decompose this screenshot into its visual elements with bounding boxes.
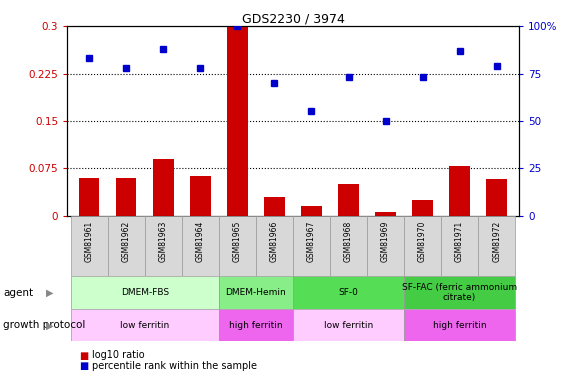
Bar	[256, 216, 293, 276]
Bar	[219, 276, 293, 309]
Bar	[478, 216, 515, 276]
Bar	[145, 216, 182, 276]
Text: ■: ■	[79, 351, 88, 360]
Text: GSM81972: GSM81972	[492, 220, 501, 262]
Text: ▶: ▶	[46, 288, 53, 297]
Text: agent: agent	[3, 288, 33, 297]
Bar	[153, 159, 174, 216]
Bar	[330, 216, 367, 276]
Bar	[108, 216, 145, 276]
Bar	[71, 276, 219, 309]
Text: DMEM-FBS: DMEM-FBS	[121, 288, 169, 297]
Bar	[404, 309, 515, 341]
Text: GSM81963: GSM81963	[159, 220, 168, 262]
Bar	[441, 216, 478, 276]
Bar	[116, 178, 136, 216]
Text: GSM81971: GSM81971	[455, 220, 464, 262]
Bar	[71, 216, 108, 276]
Bar	[182, 216, 219, 276]
Text: growth protocol: growth protocol	[3, 320, 85, 330]
Bar	[79, 178, 100, 216]
Bar	[264, 196, 285, 216]
Text: ■: ■	[79, 361, 88, 370]
Bar	[412, 200, 433, 216]
Text: SF-0: SF-0	[339, 288, 359, 297]
Text: low ferritin: low ferritin	[120, 321, 170, 330]
Text: ▶: ▶	[46, 320, 53, 330]
Bar	[338, 184, 359, 216]
Bar	[293, 276, 404, 309]
Text: GSM81967: GSM81967	[307, 220, 316, 262]
Bar	[227, 26, 248, 216]
Bar	[71, 309, 219, 341]
Bar	[301, 206, 322, 216]
Bar	[190, 177, 210, 216]
Bar	[486, 179, 507, 216]
Bar	[449, 166, 470, 216]
Text: GSM81965: GSM81965	[233, 220, 242, 262]
Text: GSM81970: GSM81970	[418, 220, 427, 262]
Bar	[219, 216, 256, 276]
Text: DMEM-Hemin: DMEM-Hemin	[226, 288, 286, 297]
Text: log10 ratio: log10 ratio	[92, 351, 144, 360]
Text: high ferritin: high ferritin	[229, 321, 283, 330]
Bar	[367, 216, 404, 276]
Text: GSM81968: GSM81968	[344, 220, 353, 262]
Text: GSM81962: GSM81962	[122, 220, 131, 262]
Text: percentile rank within the sample: percentile rank within the sample	[92, 361, 257, 370]
Text: SF-FAC (ferric ammonium
citrate): SF-FAC (ferric ammonium citrate)	[402, 283, 517, 302]
Bar	[293, 216, 330, 276]
Bar	[219, 309, 293, 341]
Bar	[293, 309, 404, 341]
Bar	[404, 216, 441, 276]
Text: GSM81969: GSM81969	[381, 220, 390, 262]
Title: GDS2230 / 3974: GDS2230 / 3974	[241, 12, 345, 25]
Text: low ferritin: low ferritin	[324, 321, 373, 330]
Text: high ferritin: high ferritin	[433, 321, 486, 330]
Bar	[404, 276, 515, 309]
Text: GSM81966: GSM81966	[270, 220, 279, 262]
Text: GSM81964: GSM81964	[196, 220, 205, 262]
Bar	[375, 213, 396, 216]
Text: GSM81961: GSM81961	[85, 220, 94, 262]
